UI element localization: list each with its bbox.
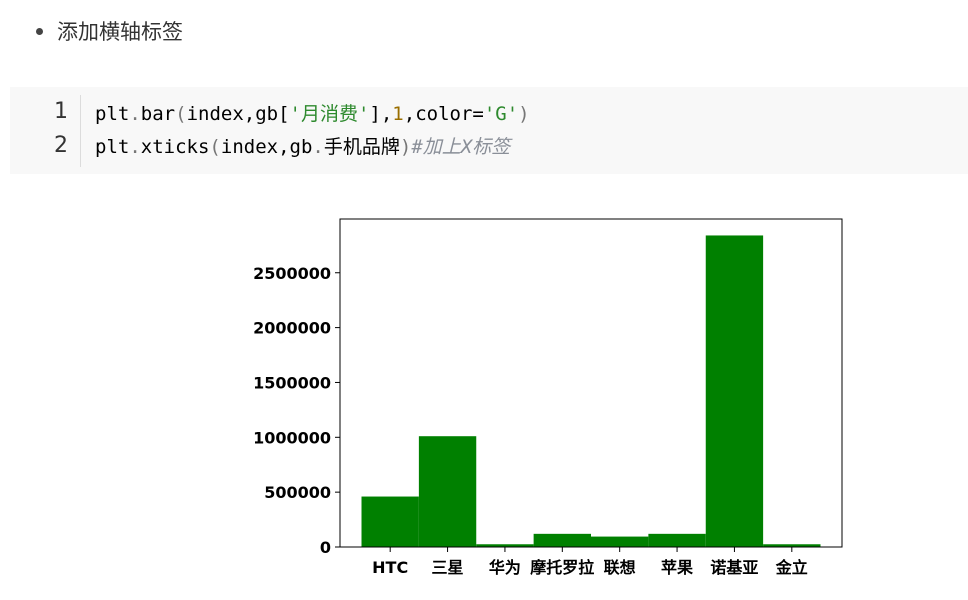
x-tick-label: 摩托罗拉 xyxy=(530,558,594,577)
x-tick-label: HTC xyxy=(372,558,408,577)
code-token: 1 xyxy=(392,103,404,125)
bullet-item: 添加横轴标签 xyxy=(36,14,183,48)
code-token: 手机品牌 xyxy=(323,136,400,158)
code-token: . xyxy=(129,136,141,158)
bar xyxy=(705,235,764,548)
bar xyxy=(361,496,419,547)
code-token: #加上X标签 xyxy=(411,136,511,158)
code-line: plt.xticks(index,gb.手机品牌)#加上X标签 xyxy=(95,130,510,164)
y-tick-label: 500000 xyxy=(264,483,331,502)
code-block: 1 2 plt.bar(index,gb['月消费'],1,color='G')… xyxy=(10,87,968,174)
line-number: 1 xyxy=(54,99,68,124)
x-tick-label: 苹果 xyxy=(661,558,693,577)
x-tick-label: 金立 xyxy=(775,558,808,577)
y-tick-label: 0 xyxy=(320,538,331,557)
code-token: plt xyxy=(95,136,130,158)
x-tick-label: 三星 xyxy=(432,558,464,577)
code-token: xticks xyxy=(140,136,210,158)
code-token: index,gb xyxy=(220,136,313,158)
code-token: ( xyxy=(209,136,221,158)
bullet-dot-icon xyxy=(36,27,43,35)
code-line: plt.bar(index,gb['月消费'],1,color='G') xyxy=(95,97,530,131)
code-token: plt xyxy=(95,103,130,125)
plot-frame xyxy=(339,218,843,548)
code-token: . xyxy=(129,103,141,125)
bar xyxy=(591,536,649,547)
code-token: ) xyxy=(518,103,530,125)
x-tick-label: 华为 xyxy=(489,558,521,577)
code-token: ( xyxy=(175,103,187,125)
line-number-gutter: 1 2 xyxy=(10,95,81,167)
bullet-text: 添加横轴标签 xyxy=(57,20,183,44)
x-tick-label: 联想 xyxy=(604,558,636,577)
y-tick-label: 1500000 xyxy=(253,373,331,392)
code-token: 'G' xyxy=(483,103,519,125)
bar xyxy=(533,533,591,547)
y-tick-label: 2000000 xyxy=(253,319,331,338)
bar xyxy=(763,544,821,547)
y-tick-label: 1000000 xyxy=(253,428,331,447)
bar xyxy=(418,436,477,547)
code-token: . xyxy=(312,136,324,158)
code-token: '月消费' xyxy=(289,103,370,125)
bar-chart: 0 500000 1000000 1500000 2000000 2500000 HTC 三星… xyxy=(253,218,843,577)
line-number: 2 xyxy=(54,133,68,158)
code-token: bar xyxy=(140,103,176,125)
x-tick-label: 诺基亚 xyxy=(710,558,758,577)
bar xyxy=(648,533,706,547)
y-tick-label: 2500000 xyxy=(253,264,331,283)
code-token: index,gb[ xyxy=(186,103,290,125)
code-token: ,color= xyxy=(403,103,484,125)
bar xyxy=(476,544,534,547)
code-token: ) xyxy=(399,136,412,158)
code-token: ], xyxy=(369,103,393,125)
